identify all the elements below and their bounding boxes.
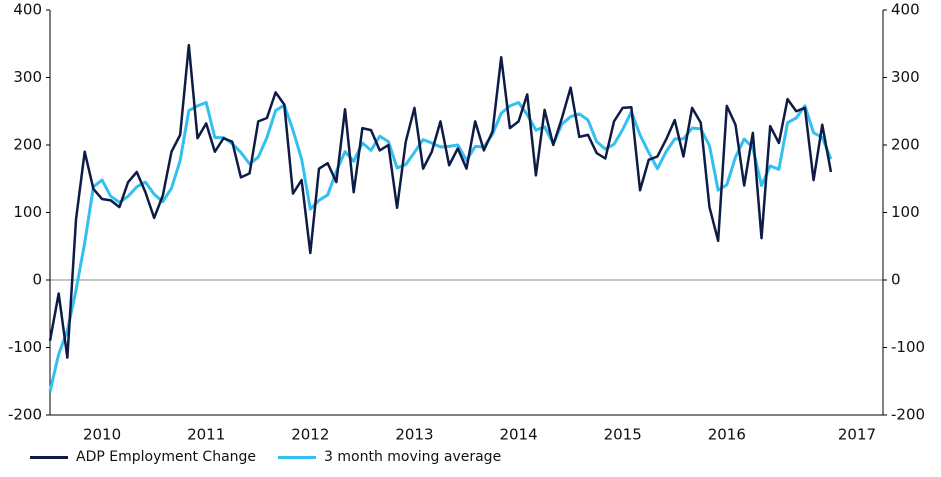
y2-tick-label: 200 (891, 136, 920, 154)
legend-item: 3 month moving average (278, 449, 501, 465)
y2-tick-label: 400 (891, 1, 920, 19)
legend: ADP Employment Change 3 month moving aver… (30, 449, 501, 465)
x-tick-label: 2013 (395, 426, 433, 444)
y-tick-label: 0 (32, 271, 42, 289)
y2-tick-label: 100 (891, 203, 920, 221)
y-tick-label: -100 (8, 338, 42, 356)
x-tick-label: 2015 (604, 426, 642, 444)
y-tick-label: 300 (13, 68, 42, 86)
y-tick-label: -200 (8, 406, 42, 424)
legend-label: 3 month moving average (324, 449, 502, 465)
y2-tick-label: -200 (891, 406, 925, 424)
legend-item: ADP Employment Change (30, 449, 256, 465)
x-tick-label: 2010 (83, 426, 121, 444)
series-line (48, 43, 833, 359)
x-tick-label: 2011 (187, 426, 225, 444)
legend-swatch (30, 455, 68, 459)
legend-swatch (278, 455, 317, 459)
y2-tick-label: 300 (891, 68, 920, 86)
x-tick-label: 2016 (708, 426, 746, 444)
series-line (48, 100, 833, 392)
x-tick-label: 2014 (499, 426, 537, 444)
x-tick-label: 2017 (838, 426, 876, 444)
x-tick-label: 2012 (291, 426, 329, 444)
y2-tick-label: -100 (891, 338, 925, 356)
y-tick-label: 200 (13, 136, 42, 154)
y-tick-label: 400 (13, 1, 42, 19)
y2-tick-label: 0 (891, 271, 901, 289)
legend-label: ADP Employment Change (76, 449, 257, 465)
y-tick-label: 100 (13, 203, 42, 221)
